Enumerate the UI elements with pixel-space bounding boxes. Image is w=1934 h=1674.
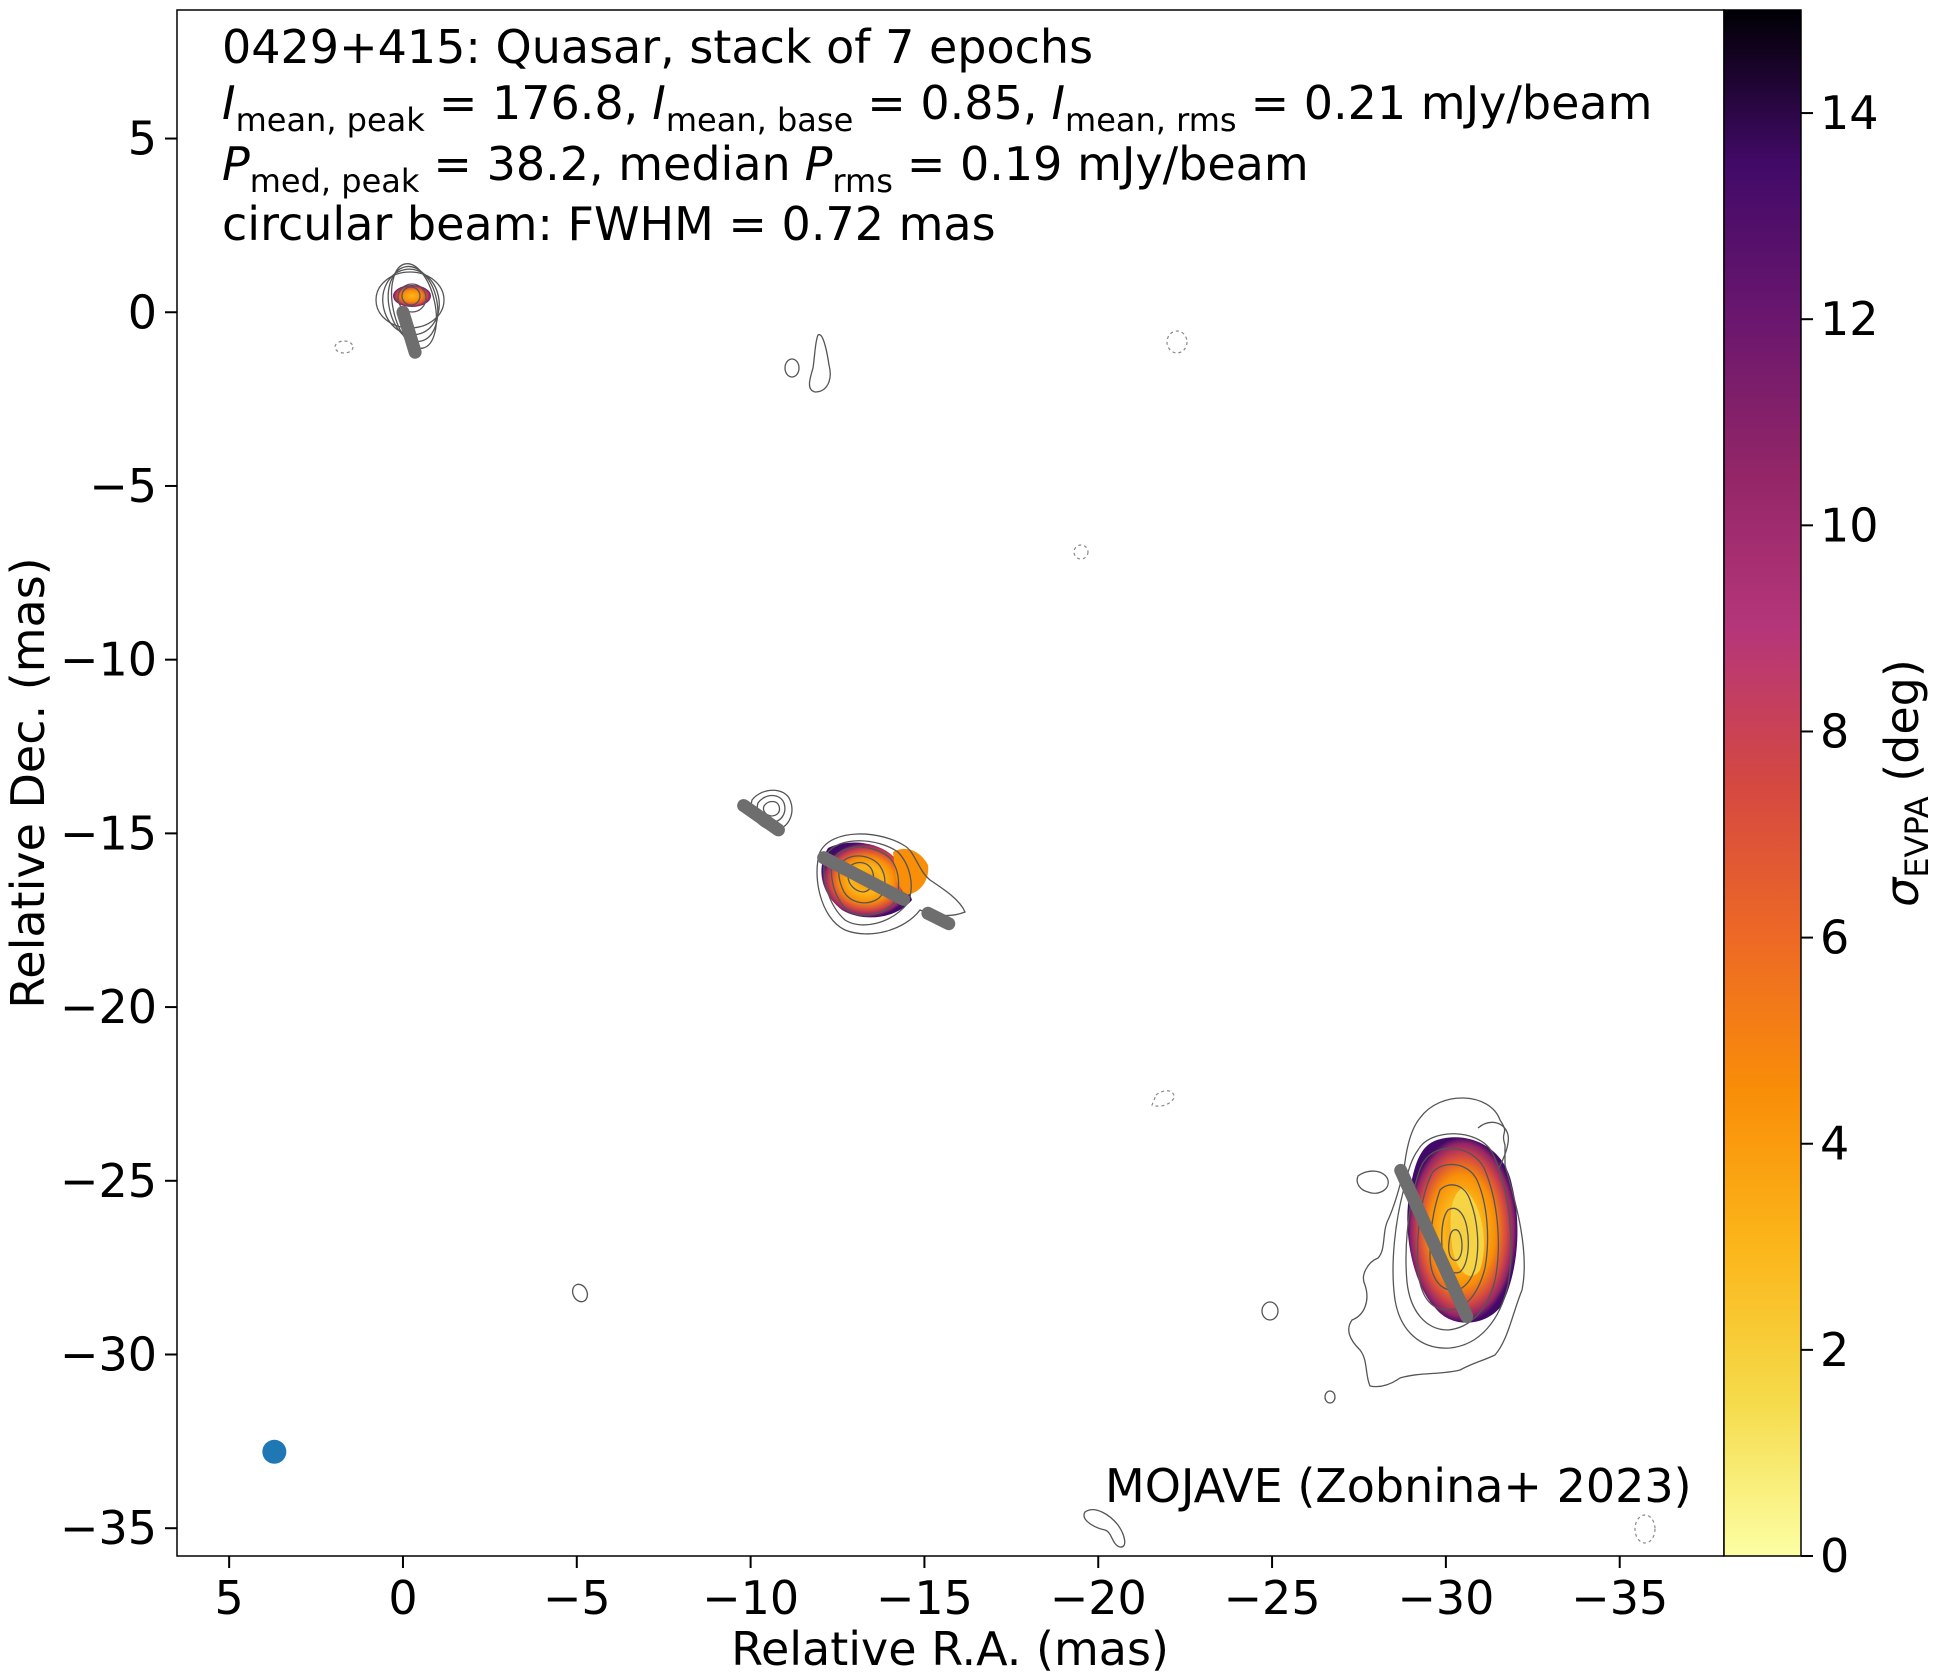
val-p-rms: = 0.19 mJy/beam	[907, 137, 1309, 191]
symbol-i-3: I	[1051, 76, 1065, 130]
y-tick-label: −15	[60, 806, 157, 860]
credit-label: MOJAVE (Zobnina+ 2023)	[1105, 1459, 1692, 1513]
sub-med-peak: med, peak	[250, 162, 420, 200]
x-tick-label: −5	[543, 1571, 611, 1625]
colorbar-unit: (deg)	[1875, 659, 1929, 796]
map-layer	[262, 263, 1656, 1548]
evpa-stick	[817, 851, 911, 906]
colorbar-ticks: 0 2 4 6 8 10 12 14	[1801, 86, 1879, 1583]
y-tick-label: −20	[60, 980, 157, 1034]
isolated-contours	[334, 330, 1656, 1548]
y-tick-label: −5	[89, 459, 157, 513]
x-axis-label: Relative R.A. (mas)	[731, 1622, 1169, 1674]
colorbar-tick-label: 0	[1820, 1529, 1849, 1583]
colorbar-symbol: σ	[1875, 876, 1929, 907]
symbol-p-2: P	[805, 137, 833, 191]
title-block: 0429+415: Quasar, stack of 7 epochs Imea…	[222, 20, 1652, 251]
sub-mean-base: mean, base	[666, 101, 853, 139]
symbol-p: P	[222, 137, 250, 191]
x-tick-label: −20	[1050, 1571, 1147, 1625]
x-tick-label: −10	[702, 1571, 799, 1625]
colorbar-gradient	[1723, 9, 1802, 1557]
y-tick-label: 0	[128, 285, 157, 339]
colorbar-tick-label: 10	[1820, 498, 1879, 552]
val-mean-base: = 0.85,	[867, 76, 1037, 130]
sub-mean-peak: mean, peak	[236, 101, 426, 139]
x-tick-label: 5	[215, 1571, 244, 1625]
title-line-polarization: Pmed, peak = 38.2, median Prms = 0.19 mJy/b…	[222, 137, 1309, 200]
title-line-source: 0429+415: Quasar, stack of 7 epochs	[222, 20, 1093, 74]
core-polarization-patch	[393, 285, 431, 307]
evpa-stick	[921, 906, 956, 931]
y-tick-label: −30	[60, 1327, 157, 1381]
x-tick-label: −25	[1224, 1571, 1321, 1625]
colorbar-label: σEVPA (deg)	[1875, 659, 1934, 907]
colorbar: 0 2 4 6 8 10 12 14 σEVPA (deg)	[1723, 9, 1934, 1583]
symbol-i-2: I	[652, 76, 666, 130]
symbol-i: I	[222, 76, 236, 130]
sub-rms: rms	[832, 162, 892, 200]
x-tick-label: −15	[876, 1571, 973, 1625]
x-tick-label: −30	[1397, 1571, 1494, 1625]
evpa-stick	[737, 799, 785, 837]
y-axis: 5 0 −5 −10 −15 −20 −25 −30 −35	[60, 112, 177, 1555]
colorbar-tick-label: 12	[1820, 292, 1879, 346]
colorbar-tick-label: 2	[1820, 1323, 1849, 1377]
colorbar-tick-label: 6	[1820, 911, 1849, 965]
evpa-stick	[396, 305, 422, 359]
x-axis: 5 0 −5 −10 −15 −20 −25 −30 −35	[215, 1556, 1668, 1625]
evpa-sticks	[396, 305, 1474, 1323]
x-tick-label: −35	[1571, 1571, 1668, 1625]
y-tick-label: −35	[60, 1501, 157, 1555]
val-mean-rms: = 0.21 mJy/beam	[1251, 76, 1653, 130]
sub-mean-rms: mean, rms	[1065, 101, 1237, 139]
evpa-stick	[1394, 1163, 1474, 1323]
beam-ellipse	[262, 1439, 287, 1464]
colorbar-tick-label: 4	[1820, 1117, 1849, 1171]
title-line-intensity: Imean, peak = 176.8, Imean, base = 0.85, Ime…	[222, 76, 1652, 139]
val-mean-peak: = 176.8,	[439, 76, 638, 130]
colorbar-tick-label: 8	[1820, 704, 1849, 758]
colorbar-subscript: EVPA	[1898, 796, 1934, 877]
y-axis-label: Relative Dec. (mas)	[1, 557, 55, 1008]
colorbar-tick-label: 14	[1820, 86, 1879, 140]
title-line-beam: circular beam: FWHM = 0.72 mas	[222, 197, 996, 251]
x-tick-label: 0	[388, 1571, 417, 1625]
y-tick-label: −25	[60, 1154, 157, 1208]
y-tick-label: −10	[60, 633, 157, 687]
y-tick-label: 5	[128, 112, 157, 166]
val-med-peak: = 38.2, median	[433, 137, 790, 191]
